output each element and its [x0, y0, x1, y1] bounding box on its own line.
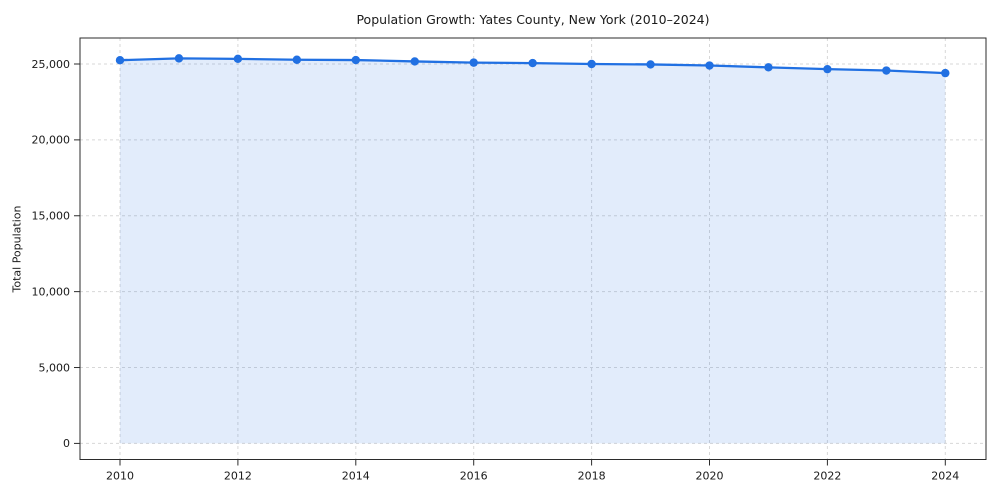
x-tick-label: 2020 — [696, 470, 724, 483]
y-tick-label: 15,000 — [32, 210, 71, 223]
y-tick-label: 5,000 — [39, 361, 71, 374]
x-tick-labels: 2010 2012 2014 2016 2018 2020 2022 2024 — [106, 470, 959, 483]
data-point — [823, 64, 832, 74]
x-ticks — [119, 459, 946, 466]
data-point — [764, 63, 773, 72]
series-area — [120, 58, 946, 444]
y-tick-label: 10,000 — [32, 285, 71, 298]
x-gridlines — [119, 38, 946, 460]
spines — [79, 37, 987, 460]
y-ticks — [74, 63, 80, 444]
data-point — [882, 66, 891, 75]
plot-border — [79, 37, 987, 460]
data-point — [233, 54, 243, 64]
data-point — [410, 57, 419, 66]
data-point — [115, 56, 125, 65]
data-point — [174, 54, 184, 63]
y-gridlines — [80, 63, 986, 444]
y-tick-label: 0 — [63, 437, 70, 450]
data-point — [587, 59, 596, 69]
y-tick-labels: 0 5,000 10,000 15,000 20,000 25,000 — [32, 58, 71, 450]
data-point — [351, 55, 360, 65]
data-points — [115, 54, 950, 78]
data-point — [646, 60, 655, 69]
chart-title: Population Growth: Yates County, New Yor… — [356, 12, 710, 27]
y-tick-label: 25,000 — [32, 58, 71, 71]
x-tick-label: 2016 — [460, 470, 488, 483]
data-point — [469, 58, 478, 67]
data-point — [941, 68, 950, 78]
x-tick-label: 2022 — [813, 470, 841, 483]
area-fill — [120, 58, 946, 444]
data-point — [528, 58, 537, 68]
x-tick-label: 2012 — [224, 470, 252, 483]
data-point — [292, 55, 302, 64]
data-point — [705, 61, 714, 70]
x-tick-label: 2018 — [578, 470, 606, 483]
x-tick-label: 2010 — [106, 470, 134, 483]
x-tick-label: 2014 — [342, 470, 370, 483]
x-tick-label: 2024 — [931, 470, 959, 483]
y-tick-label: 20,000 — [32, 134, 71, 147]
